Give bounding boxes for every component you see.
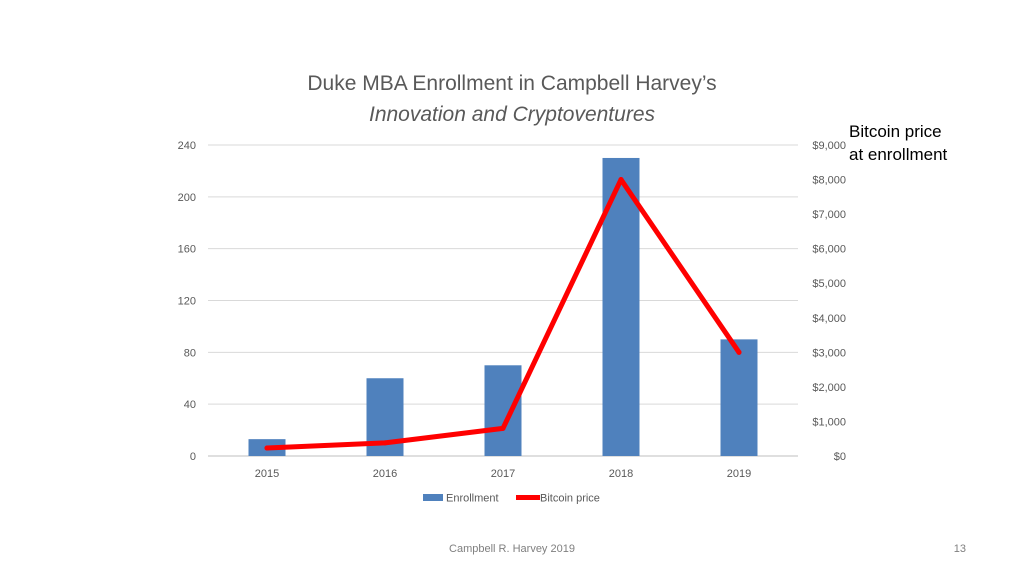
right-axis-title: Bitcoin price at enrollment — [849, 120, 947, 166]
y-left-tick-label: 160 — [178, 244, 196, 256]
y-right-tick-label: $0 — [834, 451, 846, 463]
y-left-tick-label: 0 — [190, 451, 196, 463]
x-tick-label: 2017 — [491, 468, 515, 480]
x-tick-label: 2015 — [255, 468, 279, 480]
point-bitcoin-price — [618, 177, 624, 183]
point-bitcoin-price — [736, 349, 742, 355]
bar-enrollment — [484, 365, 522, 456]
x-tick-label: 2018 — [609, 468, 633, 480]
y-right-tick-label: $2,000 — [812, 382, 846, 394]
x-tick-label: 2016 — [373, 468, 397, 480]
y-left-tick-label: 80 — [184, 347, 196, 359]
point-bitcoin-price — [500, 425, 506, 431]
y-right-tick-label: $9,000 — [812, 140, 846, 152]
legend-label-bitcoin-price: Bitcoin price — [540, 493, 600, 505]
y-right-tick-label: $7,000 — [812, 209, 846, 221]
y-left-tick-label: 120 — [178, 296, 196, 308]
page-number: 13 — [953, 543, 966, 555]
y-right-tick-label: $6,000 — [812, 244, 846, 256]
point-bitcoin-price — [382, 440, 388, 446]
bar-enrollment — [720, 339, 758, 456]
legend-swatch-enrollment — [423, 494, 443, 501]
footer-text: Campbell R. Harvey 2019 — [449, 543, 575, 555]
y-right-tick-label: $4,000 — [812, 313, 846, 325]
x-tick-label: 2019 — [727, 468, 751, 480]
legend-label-enrollment: Enrollment — [446, 493, 499, 505]
right-axis-title-line2: at enrollment — [849, 145, 948, 164]
point-bitcoin-price — [264, 445, 270, 451]
y-left-tick-label: 200 — [178, 192, 196, 204]
y-right-tick-label: $1,000 — [812, 416, 846, 428]
y-left-tick-label: 240 — [178, 140, 196, 152]
y-right-tick-label: $8,000 — [812, 175, 846, 187]
y-right-tick-label: $3,000 — [812, 347, 846, 359]
right-axis-title-line1: Bitcoin price — [849, 122, 942, 141]
chart-title: Duke MBA Enrollment in Campbell Harvey’s — [307, 72, 717, 95]
chart-subtitle: Innovation and Cryptoventures — [368, 103, 655, 126]
y-right-tick-label: $5,000 — [812, 278, 846, 290]
y-left-tick-label: 40 — [184, 399, 196, 411]
